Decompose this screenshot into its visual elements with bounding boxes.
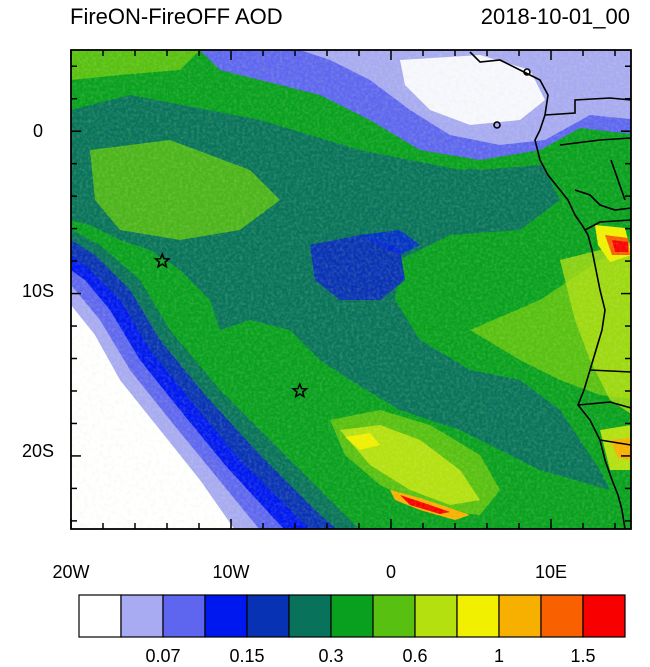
colorbar-label-2: 0.3 bbox=[318, 646, 343, 666]
colorbar-swatch-11 bbox=[540, 594, 584, 638]
axis-ticks bbox=[70, 50, 631, 529]
colorbar-swatch-12 bbox=[582, 594, 626, 638]
aod-field bbox=[71, 50, 631, 529]
x-tick-label-0: 0 bbox=[386, 562, 396, 582]
colorbar-swatch-1 bbox=[120, 594, 164, 638]
colorbar-swatch-9 bbox=[456, 594, 500, 638]
colorbar-swatch-6 bbox=[330, 594, 374, 638]
star-markers bbox=[153, 252, 309, 399]
coastline bbox=[469, 51, 631, 529]
colorbar-swatch-3 bbox=[204, 594, 248, 638]
colorbar: 0.07 0.15 0.3 0.6 1 1.5 bbox=[78, 594, 626, 666]
colorbar-label-4: 1 bbox=[494, 646, 504, 666]
x-tick-label-20w: 20W bbox=[52, 562, 89, 582]
star-marker-2 bbox=[291, 381, 309, 399]
colorbar-swatch-2 bbox=[162, 594, 206, 638]
x-tick-label-10w: 10W bbox=[212, 562, 249, 582]
colorbar-label-5: 1.5 bbox=[570, 646, 595, 666]
colorbar-label-0: 0.07 bbox=[145, 646, 180, 666]
colorbar-label-1: 0.15 bbox=[229, 646, 264, 666]
star-marker-1 bbox=[153, 252, 171, 269]
map-timestamp: 2018-10-01_00 bbox=[480, 4, 630, 29]
colorbar-swatch-5 bbox=[288, 594, 332, 638]
y-tick-label-10s: 10S bbox=[22, 281, 54, 301]
x-tick-label-10e: 10E bbox=[535, 562, 567, 582]
colorbar-swatch-0 bbox=[78, 594, 122, 638]
y-tick-label-0: 0 bbox=[33, 121, 43, 141]
colorbar-swatch-10 bbox=[498, 594, 542, 638]
colorbar-swatch-4 bbox=[246, 594, 290, 638]
colorbar-label-3: 0.6 bbox=[402, 646, 427, 666]
map-title: FireON-FireOFF AOD bbox=[70, 4, 283, 29]
y-tick-label-20s: 20S bbox=[22, 441, 54, 461]
colorbar-swatch-7 bbox=[372, 594, 416, 638]
colorbar-swatch-8 bbox=[414, 594, 458, 638]
map-frame bbox=[70, 49, 632, 530]
